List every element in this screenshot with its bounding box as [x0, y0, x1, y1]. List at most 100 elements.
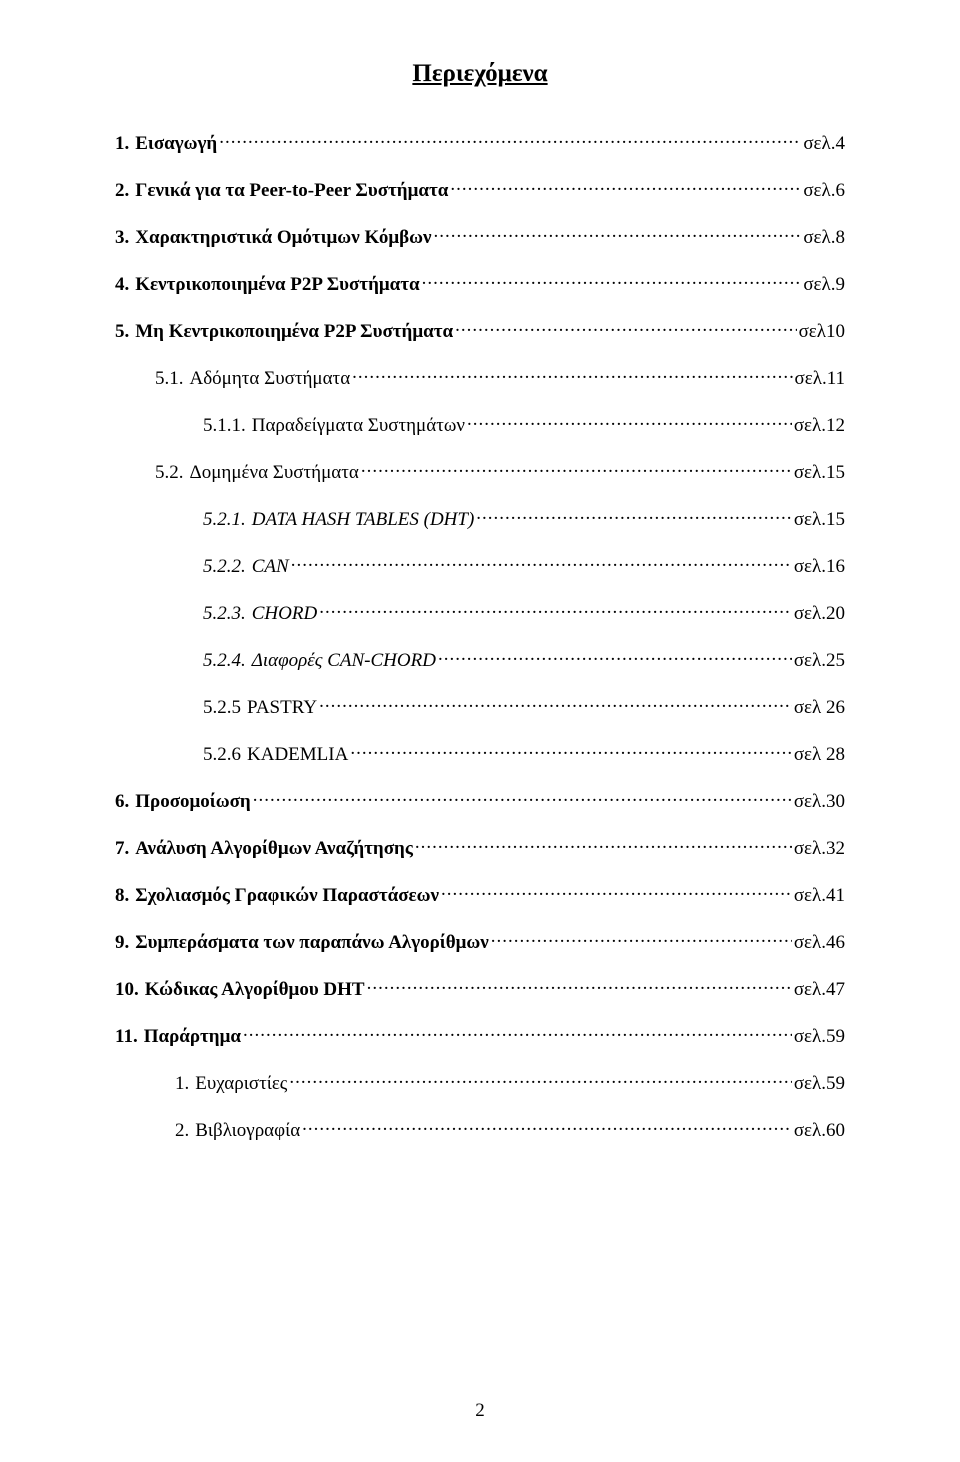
- toc-entry-page: σελ.20: [794, 603, 845, 625]
- toc-entry-page: σελ.11: [795, 368, 845, 390]
- toc-entry-label: Βιβλιογραφία: [195, 1120, 300, 1142]
- toc-entry-number: 4.: [115, 274, 129, 296]
- toc-leader-dots: [441, 882, 792, 901]
- toc-entry-number: 5.2.6: [203, 744, 241, 766]
- toc-entry-number: 5.2.3.: [203, 603, 246, 625]
- toc-leader-dots: [422, 271, 802, 290]
- toc-entry: 1.Ευχαριστίεςσελ.59: [175, 1070, 845, 1095]
- toc-leader-dots: [476, 506, 792, 525]
- toc-entry: 4. Κεντρικοποιημένα P2P Συστήματα σελ.9: [115, 271, 845, 296]
- toc-entry-label: Γενικά για τα Peer-to-Peer Συστήματα: [135, 180, 448, 202]
- toc-entry-label: Ευχαριστίες: [195, 1073, 287, 1095]
- toc-entry-number: 8.: [115, 885, 129, 907]
- toc-entry-label: Συμπεράσματα των παραπάνω Αλγορίθμων: [135, 932, 489, 954]
- toc-entry-page: σελ.12: [794, 415, 845, 437]
- toc-entry-label: Κεντρικοποιημένα P2P Συστήματα: [135, 274, 419, 296]
- toc-entry-page: σελ.8: [803, 227, 845, 249]
- toc-entry-page: σελ.41: [794, 885, 845, 907]
- toc-entry: 2.Γενικά για τα Peer-to-Peer Συστήματασε…: [115, 177, 845, 202]
- toc-leader-dots: [302, 1117, 792, 1136]
- toc-entry: 5.2.5 PASTRY σελ 26: [203, 694, 845, 719]
- toc-entry: 5.2.2.CANσελ.16: [203, 553, 845, 578]
- toc-entry: 3. Χαρακτηριστικά Ομότιμων Κόμβων σελ.8: [115, 224, 845, 249]
- toc-entry: 5.1. Αδόμητα Συστήματα σελ.11: [155, 365, 845, 390]
- page-number: 2: [0, 1400, 960, 1422]
- toc-entry-page: σελ.60: [794, 1120, 845, 1142]
- toc-entry: 10.Κώδικας Αλγορίθμου DHTσελ.47: [115, 976, 845, 1001]
- toc-entry-label: Σχολιασμός Γραφικών Παραστάσεων: [135, 885, 439, 907]
- toc-entry-number: 5.2.5: [203, 697, 241, 719]
- toc-entry-page: σελ.30: [794, 791, 845, 813]
- toc-leader-dots: [467, 412, 792, 431]
- toc-entry-label: Διαφορές CAN-CHORD: [252, 650, 436, 672]
- toc-entry-page: σελ.25: [794, 650, 845, 672]
- toc-entry-number: 5.1.1.: [203, 415, 246, 437]
- toc-leader-dots: [415, 835, 792, 854]
- toc-entry-label: Προσομοίωση: [135, 791, 250, 813]
- toc-entry-number: 1.: [175, 1073, 189, 1095]
- toc-leader-dots: [438, 647, 792, 666]
- toc-leader-dots: [319, 694, 792, 713]
- toc-leader-dots: [350, 741, 791, 760]
- toc-entry-label: PASTRY: [247, 697, 317, 719]
- toc-leader-dots: [243, 1023, 792, 1042]
- toc-entry-page: σελ.32: [794, 838, 845, 860]
- toc-entry-number: 9.: [115, 932, 129, 954]
- toc-entry-label: Παράρτημα: [144, 1026, 241, 1048]
- toc-entry-label: Παραδείγματα Συστημάτων: [252, 415, 465, 437]
- toc-leader-dots: [291, 553, 792, 572]
- toc-entry-number: 5.: [115, 321, 129, 343]
- toc-entry: 5.2.6 KADEMLIA σελ 28: [203, 741, 845, 766]
- toc-entry: 5.2.3. CHORD σελ.20: [203, 600, 845, 625]
- toc-entry-label: Χαρακτηριστικά Ομότιμων Κόμβων: [135, 227, 431, 249]
- toc-entry: 6. Προσομοίωση σελ.30: [115, 788, 845, 813]
- toc-entry: 5.2.Δομημένα Συστήματασελ.15: [155, 459, 845, 484]
- toc-entry: 5.2.4.Διαφορές CAN-CHORDσελ.25: [203, 647, 845, 672]
- toc-entry-number: 11.: [115, 1026, 138, 1048]
- toc-entry: 5.2.1.DATA HASH TABLES (DHT)σελ.15: [203, 506, 845, 531]
- toc-entry-page: σελ 28: [794, 744, 845, 766]
- toc-entry: 5.1.1. Παραδείγματα Συστημάτων σελ.12: [203, 412, 845, 437]
- toc-entry-number: 6.: [115, 791, 129, 813]
- toc-leader-dots: [361, 459, 792, 478]
- toc-leader-dots: [352, 365, 792, 384]
- toc-entry: 9. Συμπεράσματα των παραπάνω Αλγορίθμων σε…: [115, 929, 845, 954]
- toc-entry-label: Μη Κεντρικοποιημένα P2P Συστήματα: [135, 321, 453, 343]
- toc-leader-dots: [455, 318, 796, 337]
- toc-entry-label: KADEMLIA: [247, 744, 348, 766]
- toc-entry-number: 10.: [115, 979, 139, 1001]
- toc-entry-label: CHORD: [252, 603, 317, 625]
- toc-leader-dots: [450, 177, 801, 196]
- toc-entry-number: 5.1.: [155, 368, 184, 390]
- toc-leader-dots: [219, 130, 801, 149]
- toc-leader-dots: [319, 600, 792, 619]
- toc-entry-label: Εισαγωγή: [135, 133, 217, 155]
- toc-entry-number: 5.2.1.: [203, 509, 246, 531]
- page-title: Περιεχόμενα: [115, 60, 845, 88]
- toc-entry-number: 1.: [115, 133, 129, 155]
- toc-entry-page: σελ.4: [803, 133, 845, 155]
- toc-entry: 2. Βιβλιογραφία σελ.60: [175, 1117, 845, 1142]
- toc-entry-page: σελ.6: [803, 180, 845, 202]
- toc-entry-number: 5.2.: [155, 462, 184, 484]
- toc-leader-dots: [434, 224, 802, 243]
- toc-entry: 5.Μη Κεντρικοποιημένα P2P Συστήματασελ10: [115, 318, 845, 343]
- toc-entry-page: σελ 26: [794, 697, 845, 719]
- table-of-contents: 1.Εισαγωγήσελ.42.Γενικά για τα Peer-to-P…: [115, 130, 845, 1142]
- toc-leader-dots: [289, 1070, 791, 1089]
- toc-entry-page: σελ.9: [803, 274, 845, 296]
- toc-entry-number: 5.2.2.: [203, 556, 246, 578]
- toc-entry-page: σελ.16: [794, 556, 845, 578]
- toc-leader-dots: [491, 929, 792, 948]
- toc-entry-page: σελ.15: [794, 462, 845, 484]
- toc-entry-page: σελ.46: [794, 932, 845, 954]
- document-page: Περιεχόμενα 1.Εισαγωγήσελ.42.Γενικά για …: [0, 0, 960, 1462]
- toc-entry-page: σελ.15: [794, 509, 845, 531]
- toc-entry-number: 3.: [115, 227, 129, 249]
- toc-entry-label: Αδόμητα Συστήματα: [190, 368, 351, 390]
- toc-entry-page: σελ.59: [794, 1026, 845, 1048]
- toc-entry-number: 2.: [175, 1120, 189, 1142]
- toc-entry-number: 7.: [115, 838, 129, 860]
- toc-entry-label: Ανάλυση Αλγορίθμων Αναζήτησης: [135, 838, 413, 860]
- toc-entry: 1. Εισαγωγή σελ.4: [115, 130, 845, 155]
